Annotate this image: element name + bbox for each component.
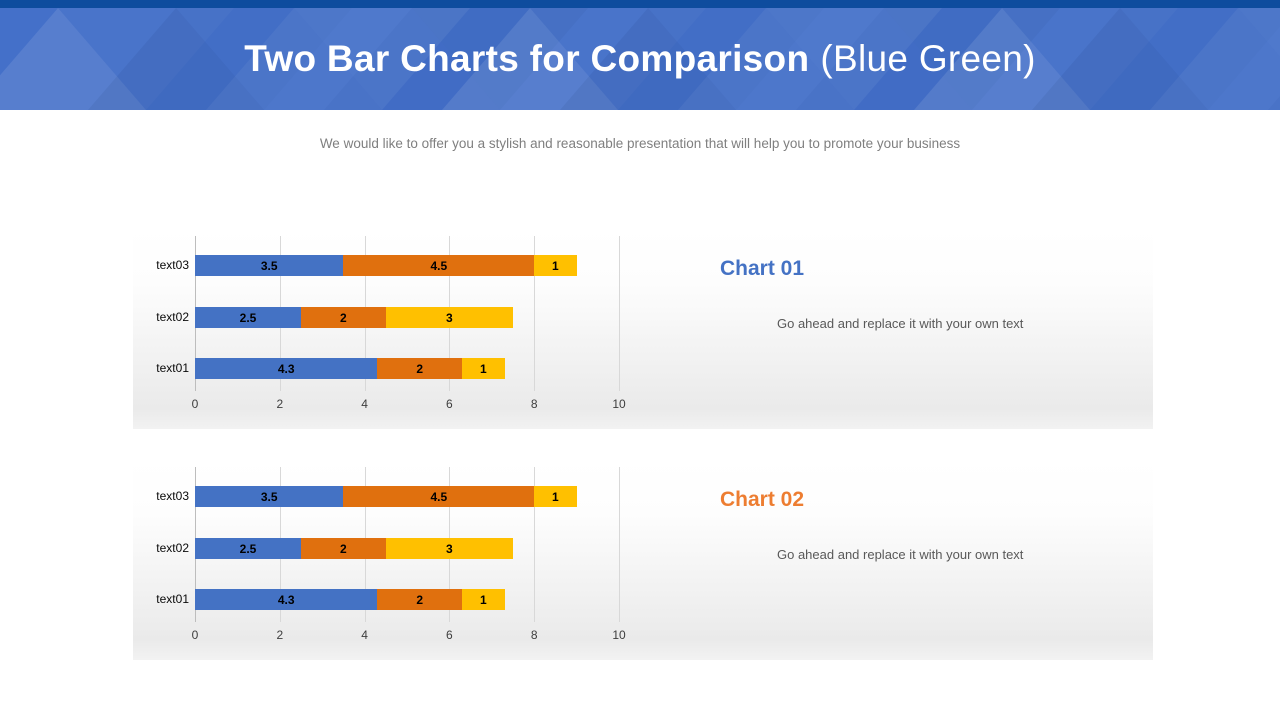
chart-panel-1: 0 2 4 6 8 10 text03 3.5 4.5 1 text02 2.5 2 3 text01 4.3… bbox=[133, 228, 1153, 429]
bar-segment-segment-blue: 4.3 bbox=[195, 589, 378, 610]
bar-value-label: 2 bbox=[416, 592, 424, 607]
x-axis-tick-label: 8 bbox=[530, 397, 538, 411]
category-label: text01 bbox=[156, 592, 189, 606]
bar-value-label: 3.5 bbox=[260, 489, 278, 504]
slide-subtitle: We would like to offer you a stylish and… bbox=[319, 136, 961, 151]
x-axis-tick-label: 4 bbox=[361, 628, 368, 642]
bar-value-label: 2 bbox=[340, 310, 347, 325]
x-axis-tick-label: 6 bbox=[446, 628, 453, 642]
chart-1-title: Chart 01 bbox=[720, 257, 805, 280]
bar-segment-segment-blue: 3.5 bbox=[195, 255, 344, 276]
bar-value-label: 4.3 bbox=[277, 361, 295, 376]
x-axis-tick-label: 10 bbox=[612, 397, 626, 411]
x-axis-tick-label: 0 bbox=[191, 397, 199, 411]
bar-value-label: 2.5 bbox=[239, 541, 257, 556]
chart-2-description: Go ahead and replace it with your own te… bbox=[777, 547, 1024, 562]
page-title-main: Two Bar Charts for Comparison bbox=[244, 38, 810, 79]
x-axis-tick-label: 4 bbox=[361, 397, 368, 411]
bar-value-label: 3.5 bbox=[260, 258, 278, 273]
x-axis-tick-label: 10 bbox=[612, 628, 626, 642]
bar-value-label: 1 bbox=[552, 258, 559, 273]
bar-value-label: 4.3 bbox=[277, 592, 295, 607]
category-label: text02 bbox=[156, 541, 189, 555]
page-title: Two Bar Charts for Comparison (Blue Gree… bbox=[0, 8, 1280, 110]
bar-segment-segment-yellow: 1 bbox=[462, 589, 505, 610]
bar-value-label: 2 bbox=[416, 361, 424, 376]
bar-segment-segment-orange: 2 bbox=[377, 358, 463, 379]
bar-segment-segment-blue: 2.5 bbox=[195, 538, 301, 559]
bar-value-label: 3 bbox=[446, 541, 453, 556]
x-axis-tick-label: 6 bbox=[446, 397, 453, 411]
bar-value-label: 1 bbox=[479, 361, 487, 376]
bar-segment-segment-orange: 4.5 bbox=[343, 255, 535, 276]
category-label: text03 bbox=[156, 489, 189, 503]
bar-segment-segment-orange: 2 bbox=[301, 307, 386, 328]
header-banner: Two Bar Charts for Comparison (Blue Gree… bbox=[0, 8, 1280, 110]
chart-panel-2: 0 2 4 6 8 10 text03 3.5 4.5 1 text02 2.5 2 3 text01 4.3… bbox=[133, 459, 1153, 660]
banner-triangle-pattern bbox=[0, 8, 1280, 110]
chart-2-title: Chart 02 bbox=[720, 488, 805, 511]
bar-value-label: 2 bbox=[340, 541, 347, 556]
gridline bbox=[534, 236, 536, 391]
category-label: text02 bbox=[156, 310, 189, 324]
bar-value-label: 4.5 bbox=[430, 489, 448, 504]
bar-segment-segment-yellow: 1 bbox=[534, 486, 577, 507]
bar-segment-segment-yellow: 3 bbox=[385, 538, 513, 559]
bar-segment-segment-yellow: 1 bbox=[462, 358, 505, 379]
x-axis-tick-label: 0 bbox=[191, 628, 199, 642]
bar-chart-2: 0 2 4 6 8 10 text03 3.5 4.5 1 text02 2.5 2 3 text01 4.3… bbox=[133, 459, 1153, 660]
x-axis-tick-label: 2 bbox=[276, 628, 284, 642]
bar-segment-segment-blue: 2.5 bbox=[195, 307, 301, 328]
bar-segment-segment-orange: 2 bbox=[377, 589, 463, 610]
bar-segment-segment-blue: 3.5 bbox=[195, 486, 344, 507]
x-axis-tick-label: 8 bbox=[530, 628, 538, 642]
bar-value-label: 1 bbox=[479, 592, 487, 607]
bar-segment-segment-orange: 4.5 bbox=[343, 486, 535, 507]
gridline bbox=[619, 467, 620, 622]
top-accent-strip bbox=[0, 0, 1280, 8]
bar-segment-segment-yellow: 3 bbox=[385, 307, 513, 328]
gridline bbox=[619, 236, 620, 391]
gridline bbox=[534, 467, 536, 622]
category-label: text03 bbox=[156, 258, 189, 272]
bar-segment-segment-orange: 2 bbox=[301, 538, 386, 559]
page-title-suffix: (Blue Green) bbox=[820, 38, 1036, 79]
bar-chart-1: 0 2 4 6 8 10 text03 3.5 4.5 1 text02 2.5 2 3 text01 4.3… bbox=[133, 228, 1153, 429]
bar-value-label: 4.5 bbox=[430, 258, 448, 273]
bar-segment-segment-yellow: 1 bbox=[534, 255, 577, 276]
category-label: text01 bbox=[156, 361, 189, 375]
bar-value-label: 2.5 bbox=[239, 310, 257, 325]
bar-value-label: 3 bbox=[446, 310, 453, 325]
x-axis-tick-label: 2 bbox=[276, 397, 284, 411]
chart-1-description: Go ahead and replace it with your own te… bbox=[777, 316, 1024, 331]
bar-segment-segment-blue: 4.3 bbox=[195, 358, 378, 379]
bar-value-label: 1 bbox=[552, 489, 559, 504]
